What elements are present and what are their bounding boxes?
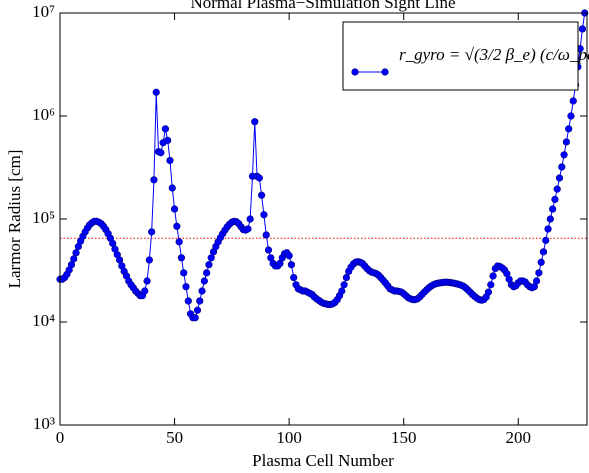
data-point <box>164 136 172 144</box>
legend: r_gyro = √(3/2 β_e) (c/ω_pe) <box>342 21 589 91</box>
data-point <box>157 149 165 157</box>
legend-marker <box>351 68 359 76</box>
data-point <box>532 277 541 285</box>
data-point <box>562 138 570 146</box>
data-point <box>244 225 252 233</box>
data-point <box>177 254 186 262</box>
data-point <box>200 277 208 285</box>
y-axis-label: Larmor Radius [cm] <box>5 150 24 289</box>
data-point <box>141 287 149 295</box>
data-point <box>287 261 296 269</box>
data-point <box>161 125 169 133</box>
data-point <box>180 269 188 277</box>
data-point <box>560 151 568 159</box>
legend-label: r_gyro = √(3/2 β_e) (c/ω_pe) <box>399 45 589 64</box>
data-point <box>264 246 273 254</box>
x-axis-label: Plasma Cell Number <box>252 451 394 470</box>
data-point <box>203 269 211 277</box>
y-tick-label: 10⁷ <box>32 2 55 21</box>
y-tick-label: 10⁴ <box>32 311 55 330</box>
data-point <box>70 255 78 263</box>
data-point <box>150 176 158 184</box>
data-point <box>152 88 160 96</box>
data-point <box>484 288 493 296</box>
data-point <box>551 195 559 203</box>
data-point <box>260 211 268 219</box>
data-point <box>246 215 254 223</box>
data-point <box>72 249 80 257</box>
data-point <box>145 256 153 264</box>
x-tick-label: 150 <box>391 428 417 447</box>
data-point <box>193 306 202 314</box>
data-point <box>285 252 293 260</box>
data-point <box>549 205 557 213</box>
data-point <box>555 174 564 182</box>
y-tick-label: 10³ <box>33 414 55 433</box>
data-point <box>487 281 495 289</box>
data-point <box>535 269 543 277</box>
data-point <box>184 297 192 305</box>
data-point <box>207 254 215 262</box>
y-tick-label: 10⁵ <box>32 208 55 227</box>
data-point <box>115 256 124 264</box>
legend-marker <box>381 68 389 76</box>
plot-frame <box>59 12 588 426</box>
data-point <box>258 191 266 199</box>
data-point <box>198 287 206 295</box>
data-point <box>338 287 346 295</box>
data-point <box>539 248 548 256</box>
x-tick-label: 50 <box>166 428 183 447</box>
data-point <box>565 125 573 133</box>
data-point <box>166 156 174 165</box>
data-point <box>340 281 348 289</box>
data-point <box>173 222 181 230</box>
data-point <box>182 283 190 291</box>
legend-box <box>342 21 579 91</box>
data-point <box>342 273 351 282</box>
x-tick-label: 100 <box>276 428 302 447</box>
data-point <box>537 258 545 266</box>
data-point <box>544 225 552 233</box>
data-point <box>569 97 577 105</box>
data-point <box>168 184 176 192</box>
data-point <box>553 185 561 193</box>
data-point <box>290 273 298 282</box>
data-point <box>143 277 151 285</box>
x-tick-label: 200 <box>506 428 532 447</box>
data-point <box>170 205 179 213</box>
data-point <box>191 314 199 322</box>
data-point <box>567 112 575 120</box>
data-point <box>251 118 259 126</box>
data-point <box>546 215 554 223</box>
data-point <box>489 272 497 280</box>
y-tick-label: 10⁶ <box>32 105 55 124</box>
data-point <box>262 231 270 239</box>
data-point <box>542 236 550 244</box>
data-point <box>255 174 263 182</box>
data-point <box>175 238 183 246</box>
data-point <box>578 25 587 33</box>
data-point <box>558 163 566 171</box>
x-tick-label: 0 <box>56 428 65 447</box>
data-point <box>205 261 213 269</box>
data-point <box>148 228 156 236</box>
chart-title: Normal Plasma−Simulation Sight Line <box>190 0 455 12</box>
data-point <box>196 297 204 305</box>
